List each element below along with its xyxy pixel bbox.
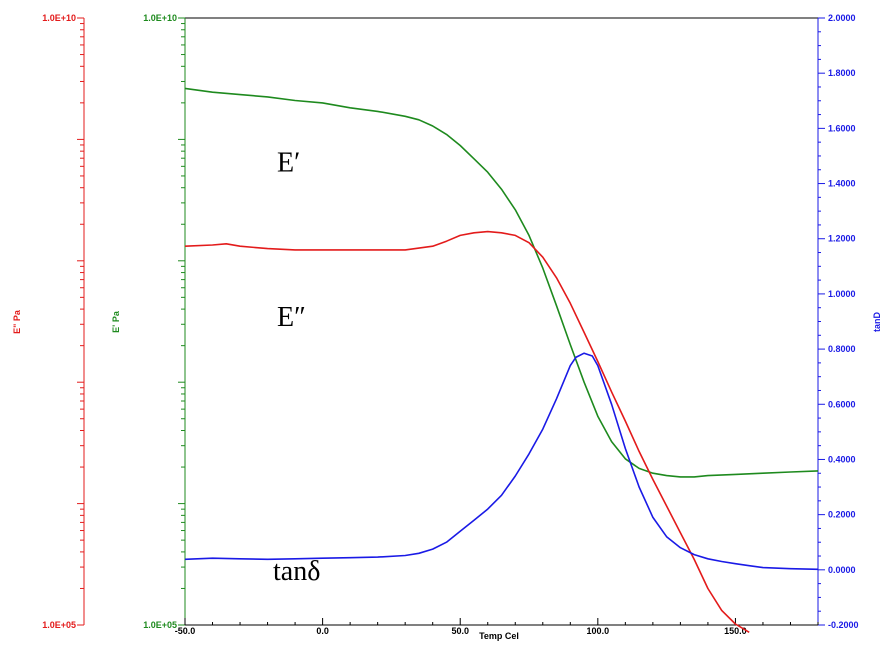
series-layer [184,87,819,633]
tand-tick-label: 1.2000 [828,234,856,244]
e-prime-axis: 1.0E+05 1.0E+10 [143,13,186,630]
tand-axis-title: tanD [872,312,882,333]
tand-tick-label: 0.0000 [828,565,856,575]
e-double-prime-tick-label: 1.0E+10 [42,13,76,23]
annotation-label: tanδ [273,556,320,587]
tand-tick-label: 0.4000 [828,454,856,464]
tand-tick-label: 1.8000 [828,68,856,78]
tand-tick-label: 0.8000 [828,344,856,354]
annotation-label: E′ [277,147,300,178]
tand-tick-label: -0.2000 [828,620,859,630]
annotation-layer: E′ E″ tanδ [273,147,320,586]
series-line-e_prime [184,87,819,478]
x-tick-label: 0.0 [316,626,329,636]
e-prime-tick-label: 1.0E+10 [143,13,177,23]
tand-tick-label: 0.6000 [828,399,856,409]
x-tick-label: 100.0 [587,626,610,636]
annotation-label: E″ [277,302,306,333]
e-double-prime-tick-label: 1.0E+05 [42,620,76,630]
tand-tick-label: 1.4000 [828,179,856,189]
tand-axis: -0.2000 0.0000 0.2000 0.4000 0.6000 0.8000 1.0… [817,13,859,630]
x-axis-title: Temp Cel [479,631,519,641]
tand-tick-label: 1.0000 [828,289,856,299]
e-double-prime-axis-title: E" Pa [12,309,22,334]
plot-frame [185,17,818,626]
tand-tick-label: 2.0000 [828,13,856,23]
x-tick-label: 150.0 [724,626,747,636]
e-double-prime-axis: 1.0E+05 1.0E+10 [42,13,85,630]
temperature-axis: -50.0 0.0 50.0 100.0 150.0 [175,618,819,636]
e-prime-tick-label: 1.0E+05 [143,620,177,630]
series-line-tan_d [184,352,819,571]
series-line-e_double_prime [184,230,750,633]
tand-tick-label: 0.2000 [828,510,856,520]
tand-tick-label: 1.6000 [828,123,856,133]
x-tick-label: -50.0 [175,626,196,636]
x-tick-label: 50.0 [451,626,469,636]
e-prime-axis-title: E' Pa [111,310,121,333]
